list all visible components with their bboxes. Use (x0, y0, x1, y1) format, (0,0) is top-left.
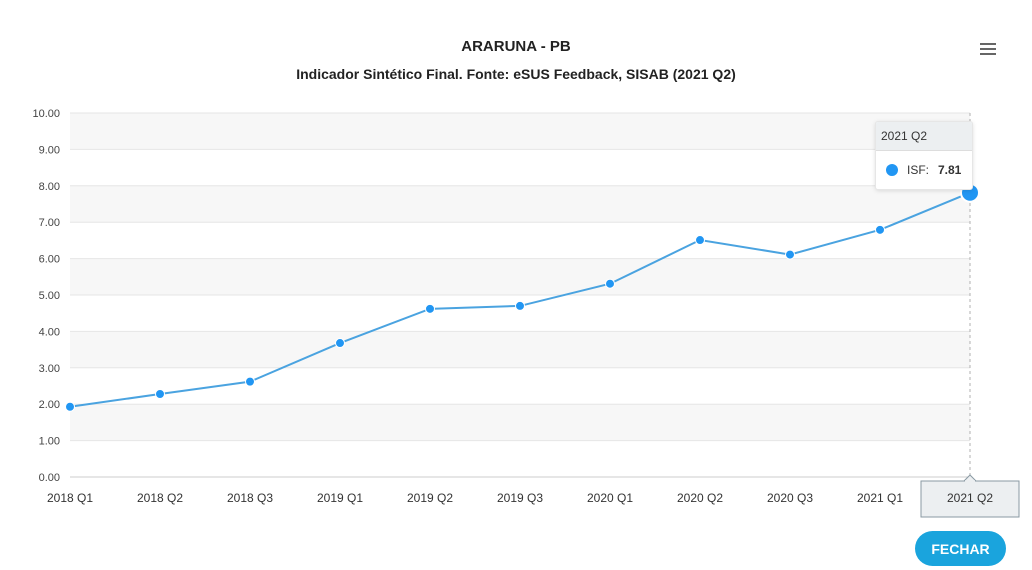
y-tick-label: 3.00 (39, 363, 60, 375)
y-axis-ticks: 0.00 1.00 2.00 3.00 4.00 5.00 6.00 7.00 8.00 9.00… (32, 108, 60, 484)
data-point (875, 224, 885, 235)
chart-title: ARARUNA - PB (461, 38, 571, 55)
y-tick-label: 7.00 (39, 217, 60, 229)
plot-bands (70, 113, 970, 441)
x-tick-label: 2020 Q3 (767, 491, 813, 505)
y-tick-label: 4.00 (39, 326, 60, 338)
tooltip-series-marker (886, 164, 898, 176)
x-tick-label: 2018 Q3 (227, 491, 273, 505)
x-tick-label: 2021 Q1 (857, 491, 903, 505)
y-tick-label: 1.00 (39, 436, 60, 448)
plot-band (70, 258, 970, 295)
y-tick-label: 9.00 (39, 144, 60, 156)
tooltip: 2021 Q2 ISF: 7.81 (875, 121, 973, 190)
tooltip-value: 7.81 (938, 163, 962, 177)
y-tick-label: 5.00 (39, 290, 60, 302)
x-axis-ticks: 2018 Q1 2018 Q2 2018 Q3 2019 Q1 2019 Q2 2019 … (47, 491, 993, 505)
plot-band (70, 331, 970, 368)
data-point (605, 278, 615, 289)
series-line (69, 191, 971, 408)
data-point (65, 401, 75, 412)
y-tick-label: 6.00 (39, 254, 60, 266)
y-tick-label: 0.00 (39, 472, 60, 484)
data-point (785, 249, 795, 260)
data-point (245, 376, 255, 387)
x-tick-label: 2019 Q3 (497, 491, 543, 505)
data-point (155, 389, 165, 400)
data-point (695, 235, 705, 246)
y-tick-label: 8.00 (39, 181, 60, 193)
x-tick-label: 2021 Q2 (947, 491, 993, 505)
y-tick-label: 2.00 (39, 399, 60, 411)
plot-band (70, 404, 970, 441)
highlight-pointer (962, 474, 978, 482)
plot-band (70, 185, 970, 223)
grid-lines (70, 112, 970, 478)
plot-band (70, 113, 970, 150)
y-tick-label: 10.00 (32, 108, 60, 120)
x-tick-label: 2018 Q1 (47, 491, 93, 505)
data-point (335, 338, 345, 349)
x-tick-label: 2018 Q2 (137, 491, 183, 505)
x-axis-highlight-box (920, 480, 1020, 518)
hamburger-menu-icon[interactable] (976, 38, 1000, 60)
chart-subtitle: Indicador Sintético Final. Fonte: eSUS F… (296, 66, 736, 82)
close-button[interactable]: FECHAR (915, 531, 1006, 566)
series-isf (65, 182, 980, 412)
data-point (425, 303, 435, 314)
x-tick-label: 2020 Q1 (587, 491, 633, 505)
data-point (515, 300, 525, 311)
x-tick-label: 2019 Q1 (317, 491, 363, 505)
x-tick-label: 2020 Q2 (677, 491, 723, 505)
x-tick-label: 2019 Q2 (407, 491, 453, 505)
tooltip-label: ISF: (907, 163, 930, 177)
tooltip-header: 2021 Q2 (876, 122, 972, 151)
